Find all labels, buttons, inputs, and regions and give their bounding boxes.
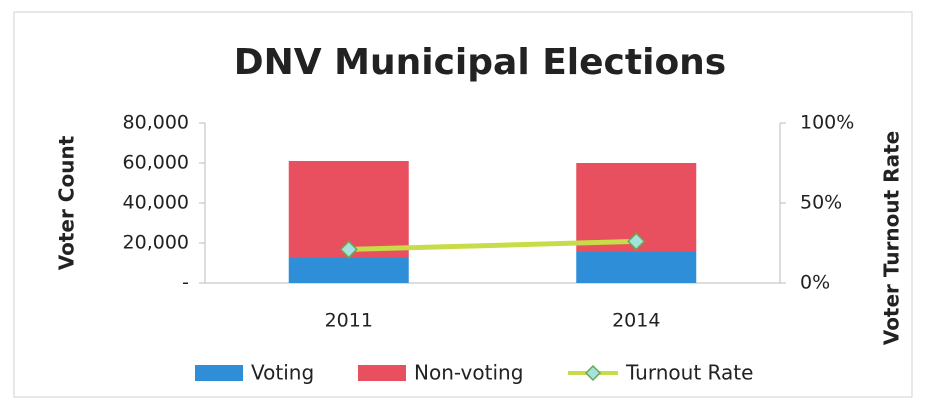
y2-tick-label: 100%: [800, 112, 854, 134]
y-tick-label: 40,000: [123, 192, 189, 214]
line-marker: [339, 240, 358, 259]
line-marker: [627, 232, 646, 251]
y-tick-label: 20,000: [123, 232, 189, 254]
y-axis-title: Voter Count: [55, 135, 79, 270]
y2-axis-title: Voter Turnout Rate: [880, 131, 904, 345]
y2-tick-label: 0%: [800, 272, 830, 294]
legend-label: Turnout Rate: [625, 361, 753, 385]
bar: [288, 258, 409, 283]
y-tick-label: 60,000: [123, 152, 189, 174]
legend-label: Voting: [251, 361, 314, 385]
legend-marker: [584, 364, 602, 382]
chart-frame: [13, 11, 913, 398]
y2-tick-label: 50%: [800, 192, 842, 214]
legend-swatch: [358, 365, 406, 381]
chart-title: DNV Municipal Elections: [234, 42, 726, 83]
x-tick-label: 2011: [325, 310, 373, 332]
x-tick-label: 2014: [612, 310, 660, 332]
legend-swatch: [195, 365, 243, 381]
bar: [576, 252, 697, 283]
legend-label: Non-voting: [414, 361, 523, 385]
y-tick-label: -: [182, 272, 189, 294]
y-tick-label: 80,000: [123, 112, 189, 134]
line: [348, 238, 637, 252]
